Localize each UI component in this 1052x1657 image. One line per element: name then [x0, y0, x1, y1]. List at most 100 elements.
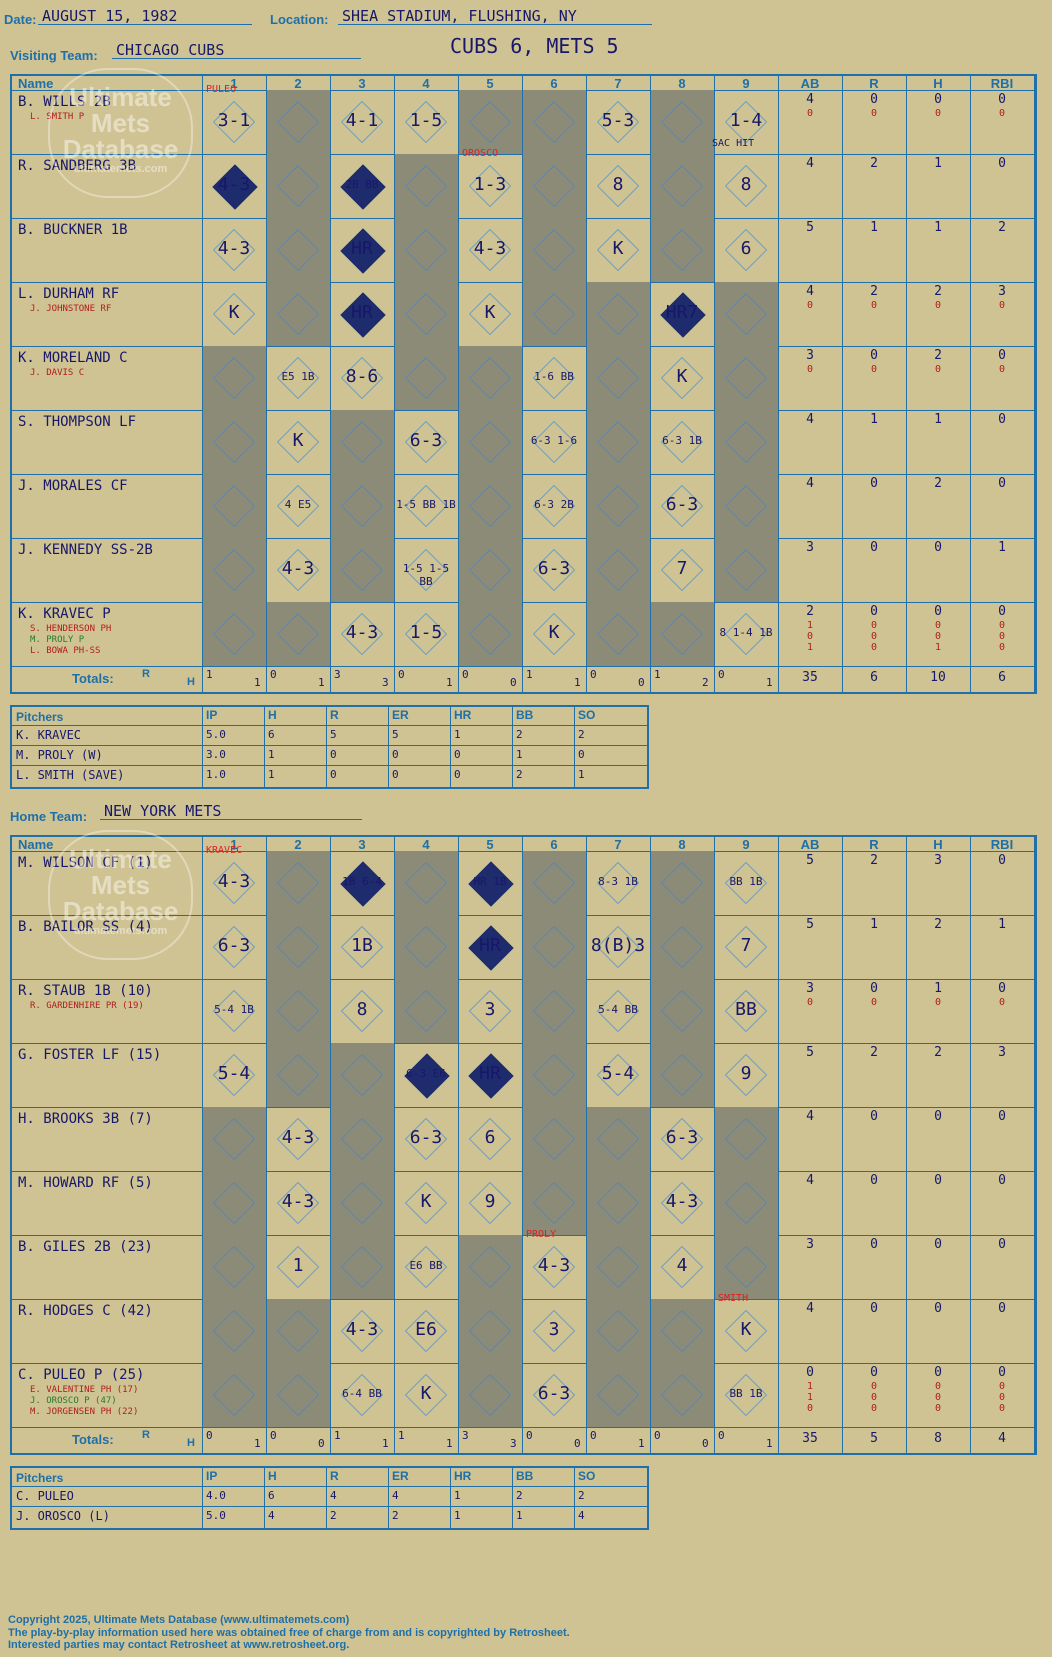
pitchers-col-divider — [264, 1468, 265, 1528]
column-divider — [714, 76, 715, 692]
pitcher-stat: 4 — [392, 1489, 399, 1502]
play-result: HR — [479, 935, 501, 956]
base-diamond — [404, 164, 448, 208]
pitcher-stat: 5.0 — [206, 728, 226, 741]
substitute-stat: 0 — [998, 1403, 1006, 1414]
column-divider — [522, 76, 523, 692]
pitchers-col-header: SO — [578, 708, 596, 722]
base-diamond — [404, 292, 448, 336]
at-bat-cell — [266, 1363, 330, 1427]
at-bat-cell: 7 — [714, 915, 778, 979]
pitchers-col-header: SO — [578, 1469, 596, 1483]
substitute-name: R. GARDENHIRE PR (19) — [30, 1001, 144, 1011]
column-header-name: Name — [18, 837, 54, 852]
batter-stat-h: 2 — [934, 1045, 942, 1060]
inning-runs: 0 — [526, 1429, 533, 1442]
pitchers-col-divider — [326, 1468, 327, 1528]
substitute-stat: 1 — [806, 1392, 814, 1403]
substitute-stat: 0 — [870, 620, 878, 631]
at-bat-cell — [586, 410, 650, 474]
pitcher-stat: 1 — [516, 1509, 523, 1522]
batter-stat-r: 0 — [870, 1301, 878, 1316]
play-result: 1-5 — [409, 110, 443, 131]
base-diamond — [340, 1245, 384, 1289]
base-diamond — [276, 164, 320, 208]
column-header-inning: 3 — [358, 837, 366, 852]
pitcher-row-divider — [12, 1506, 647, 1507]
batter-name: K. MORELAND C — [18, 350, 128, 366]
play-result: 8-3 1B — [598, 875, 638, 888]
inning-runs: 1 — [526, 668, 533, 681]
play-result: 8-6 — [345, 366, 379, 387]
base-diamond — [468, 612, 512, 656]
at-bat-cell — [714, 538, 778, 602]
play-result: K — [484, 302, 496, 323]
at-bat-cell: 5-4 — [202, 1043, 266, 1107]
site-logo-2: Ultimate Mets Database ultimatemets.com — [48, 830, 193, 960]
base-diamond — [276, 100, 320, 144]
pitchers-col-header: H — [268, 708, 277, 722]
column-divider — [842, 76, 843, 692]
base-diamond — [212, 548, 256, 592]
play-result: 5-4 — [601, 1063, 635, 1084]
batter-stat-h: 0 — [934, 1365, 942, 1380]
substitute-stat: 0 — [934, 620, 942, 631]
batter-name: J. MORALES CF — [18, 478, 128, 494]
pitcher-stat: 1 — [454, 1489, 461, 1502]
at-bat-cell: 6 — [714, 218, 778, 282]
at-bat-cell: 5-4 — [586, 1043, 650, 1107]
at-bat-cell — [330, 1235, 394, 1299]
at-bat-cell — [586, 1171, 650, 1235]
play-result: 6-3 — [665, 1127, 699, 1148]
play-result: 5-3 — [601, 110, 635, 131]
pitcher-name: K. KRAVEC — [16, 728, 82, 742]
team-total-r: 6 — [870, 670, 878, 685]
substitute-stat: 0 — [998, 300, 1006, 311]
at-bat-cell — [202, 538, 266, 602]
base-diamond — [532, 989, 576, 1033]
pitcher-name: L. SMITH (SAVE) — [16, 768, 125, 782]
base-diamond — [596, 548, 640, 592]
base-diamond — [724, 1245, 768, 1289]
base-diamond — [340, 1181, 384, 1225]
substitute-stat: 0 — [934, 1381, 942, 1392]
at-bat-cell — [458, 602, 522, 666]
batter-stat-rbi: 0 — [998, 1301, 1006, 1316]
column-header-h: H — [933, 837, 943, 852]
at-bat-cell — [266, 154, 330, 218]
inning-runs: 0 — [206, 1429, 213, 1442]
at-bat-cell: HR — [330, 218, 394, 282]
base-diamond — [596, 1245, 640, 1289]
batter-stat-r: 2 — [870, 853, 878, 868]
play-result: HR — [479, 1063, 501, 1084]
base-diamond — [276, 1053, 320, 1097]
substitute-stat: 0 — [870, 631, 878, 642]
at-bat-cell: BB 1B — [714, 851, 778, 915]
inning-hits: 0 — [510, 676, 517, 689]
batter-stat-ab: 5 — [806, 220, 814, 235]
substitute-stat: 0 — [870, 1392, 878, 1403]
totals-label: Totals: — [72, 1432, 114, 1447]
play-result: 6-3 — [537, 1383, 571, 1404]
footer-contact: Interested parties may contact Retroshee… — [8, 1639, 350, 1651]
batter-stat-h: 2 — [934, 284, 942, 299]
column-header-inning: 9 — [742, 837, 750, 852]
at-bat-cell: K — [394, 1363, 458, 1427]
base-diamond — [340, 420, 384, 464]
column-header-inning: 4 — [422, 837, 430, 852]
pitcher-stat: 5.0 — [206, 1509, 226, 1522]
play-result: 4-3 — [217, 238, 251, 259]
pitcher-stat: 0 — [578, 748, 585, 761]
batter-stat-h: 3 — [934, 853, 942, 868]
play-result: 1-6 BB — [534, 370, 574, 383]
at-bat-cell — [202, 602, 266, 666]
at-bat-cell — [394, 218, 458, 282]
base-diamond — [276, 228, 320, 272]
batter-name: S. THOMPSON LF — [18, 414, 137, 430]
at-bat-cell: 9 — [458, 1171, 522, 1235]
at-bat-cell: K — [458, 282, 522, 346]
play-result: HR — [351, 302, 373, 323]
pitchers-col-divider — [512, 1468, 513, 1528]
inning-hits: 1 — [638, 1437, 645, 1450]
substitute-stat: 0 — [870, 300, 878, 311]
